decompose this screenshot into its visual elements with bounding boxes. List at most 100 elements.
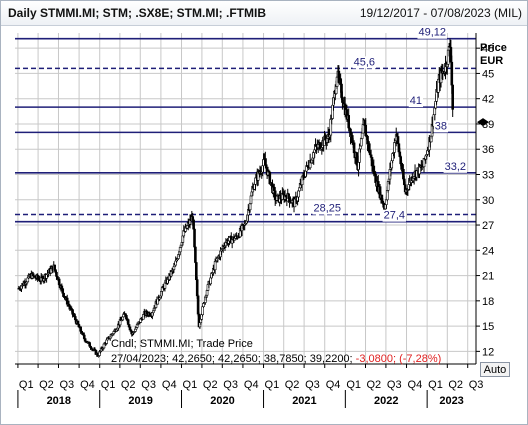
candle-body	[360, 132, 364, 139]
x-quarter-label: Q4	[326, 379, 341, 391]
x-quarter-label: Q2	[121, 379, 136, 391]
candle-body	[347, 115, 351, 129]
candle-body	[369, 154, 373, 158]
candle-body	[249, 195, 253, 204]
candle-body	[105, 339, 108, 344]
x-year-label: 2022	[374, 395, 398, 407]
line-label: 45,6	[354, 56, 375, 68]
x-quarter-label: Q4	[162, 379, 177, 391]
candle-body	[209, 277, 212, 285]
x-quarter-label: Q4	[244, 379, 259, 391]
y-tick-label: 36	[482, 144, 494, 156]
chart-title: Daily STMMI.MI; STM; .SX8E; STM.MI; .FTM…	[8, 6, 266, 20]
y-tick-label: 48	[482, 43, 494, 55]
line-label-bg	[433, 120, 448, 133]
candlestick-series	[17, 38, 454, 358]
legend-change: -3,0800; (-7,28%)	[355, 353, 442, 365]
legend-ohlc-values: 27/04/2023; 42,2650; 42,2650; 38,7850; 3…	[111, 353, 353, 365]
candle-body	[60, 285, 64, 289]
candle-body	[195, 279, 199, 297]
x-quarter-label: Q3	[59, 379, 74, 391]
line-label-bg	[417, 26, 447, 39]
candle-body	[359, 138, 363, 147]
candle-body	[268, 171, 272, 185]
candle-body	[102, 343, 106, 349]
x-year-label: 2021	[292, 395, 316, 407]
x-quarter-label: Q2	[448, 379, 463, 391]
candle-body	[172, 266, 176, 270]
candle-body	[450, 61, 454, 86]
candle-body	[62, 292, 65, 297]
candle-body	[61, 288, 65, 294]
candle-body	[196, 295, 200, 315]
x-quarter-label: Q1	[19, 379, 34, 391]
y-tick-label: 27	[482, 220, 494, 232]
y-tick-label: 15	[482, 321, 494, 333]
candle-body	[205, 290, 209, 296]
x-quarter-label: Q3	[223, 379, 238, 391]
y-ticks: 12 15 18 21 24 27 30 33 36 39 42 45 48	[476, 43, 494, 358]
legend-ohlc: 27/04/2023; 42,2650; 42,2650; 38,7850; 3…	[111, 352, 441, 367]
y-tick-label: 21	[482, 271, 494, 283]
x-quarter-label: Q2	[39, 379, 54, 391]
legend-series: Cndl; STMMI.MI; Trade Price	[111, 338, 253, 350]
axes: Price EUR	[15, 33, 507, 365]
candle-body	[396, 136, 400, 145]
x-quarter-label: Q1	[428, 379, 443, 391]
candle-body	[352, 142, 356, 154]
candle-body	[53, 264, 56, 271]
line-labels: 49,12 45,6 41 38 33,2 28,25 27,4	[312, 26, 467, 222]
date-range: 19/12/2017 - 07/08/2023 (MIL)	[359, 6, 522, 20]
x-quarter-label: Q1	[183, 379, 198, 391]
x-quarter-label: Q1	[265, 379, 280, 391]
x-quarter-label: Q4	[408, 379, 423, 391]
candle-body	[112, 331, 116, 334]
x-quarter-label: Q2	[285, 379, 300, 391]
x-year-label: 2020	[210, 395, 234, 407]
y-tick-label: 24	[482, 245, 494, 257]
y-tick-label: 18	[482, 296, 494, 308]
line-label-bg	[312, 202, 342, 215]
candle-body	[201, 306, 204, 315]
x-quarter-label: Q4	[80, 379, 95, 391]
x-quarter-label: Q1	[101, 379, 116, 391]
auto-scale-button[interactable]: Auto	[480, 362, 510, 377]
line-label: 33,2	[445, 161, 466, 173]
x-quarter-label: Q3	[305, 379, 320, 391]
candle-body	[287, 193, 290, 199]
line-label: 38	[435, 120, 447, 132]
line-label-bg	[382, 209, 406, 222]
candle-body	[82, 334, 86, 339]
x-quarter-label: Q3	[141, 379, 156, 391]
y-tick-label: 33	[482, 169, 494, 181]
x-quarter-label: Q2	[203, 379, 218, 391]
line-label: 49,12	[418, 27, 446, 39]
last-price-marker	[477, 118, 489, 127]
last-price-marker-layer	[477, 118, 489, 127]
candle-body	[193, 228, 196, 248]
candle-body	[451, 84, 454, 110]
line-label: 28,25	[313, 203, 341, 215]
y-tick-label: 45	[482, 68, 494, 80]
axis-title-currency: EUR	[480, 55, 503, 67]
x-year-label: 2019	[128, 395, 152, 407]
line-label: 41	[410, 95, 422, 107]
candle-body	[393, 142, 396, 153]
y-tick-label: 30	[482, 195, 494, 207]
line-label-bg	[443, 160, 467, 173]
candle-body	[126, 319, 130, 325]
line-label-bg	[352, 56, 376, 69]
candle-body	[194, 246, 197, 263]
line-label-bg	[408, 95, 423, 108]
y-tick-label: 39	[482, 119, 494, 131]
candle-body	[213, 261, 217, 271]
x-ticks: Q1 Q2 Q3 Q4 Q1 Q2 Q3 Q4 Q1 Q2 Q3 Q4 Q1 Q2 Q3 Q4 Q1 Q2 Q3 Q4…	[17, 364, 484, 408]
x-quarter-label: Q2	[367, 379, 382, 391]
candle-body	[264, 164, 268, 169]
x-quarter-label: Q3	[469, 379, 484, 391]
title-bar: Daily STMMI.MI; STM; .SX8E; STM.MI; .FTM…	[1, 1, 527, 26]
x-year-label: 2018	[47, 395, 71, 407]
candle-body	[364, 124, 368, 137]
